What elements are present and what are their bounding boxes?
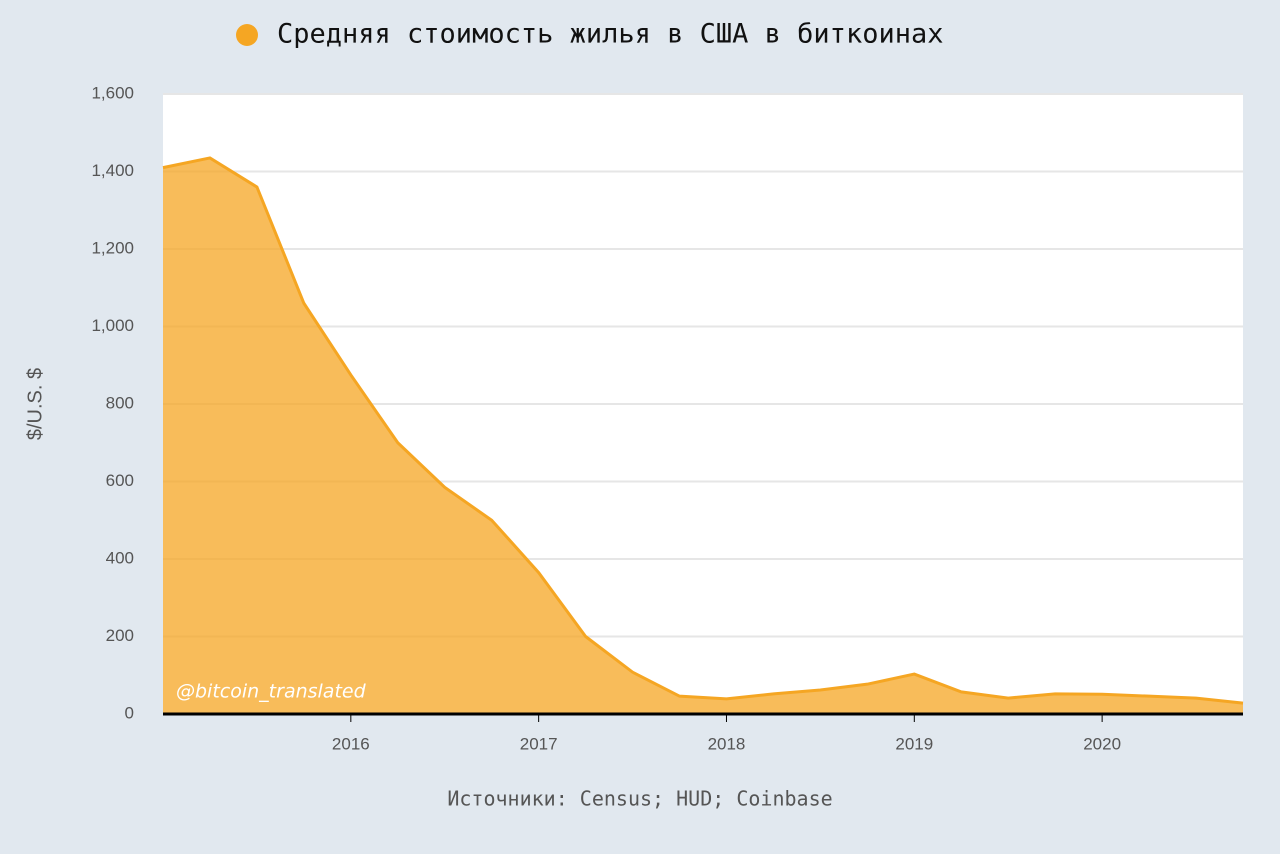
legend-label: Средняя стоимость жилья в США в биткоина…	[277, 19, 943, 50]
legend-marker	[236, 24, 258, 46]
x-tick-label: 2018	[708, 734, 746, 753]
area	[163, 157, 1243, 714]
y-tick-label: 1,600	[91, 83, 134, 102]
y-tick-label: 200	[106, 626, 134, 645]
y-tick-label: 400	[106, 548, 134, 567]
grid: 0 200 400 600 800 1,000 1,200 1,400 1,600 2016 201…	[91, 83, 1243, 753]
y-tick-label: 1,200	[91, 238, 134, 257]
x-tick-label: 2017	[520, 734, 558, 753]
y-axis-label: $/U.S. $	[24, 368, 46, 440]
x-tick-label: 2019	[895, 734, 933, 753]
y-tick-label: 1,000	[91, 316, 134, 335]
x-tick-label: 2016	[332, 734, 370, 753]
area-line	[162, 156, 1244, 705]
marks	[162, 156, 1244, 714]
x-tick-label: 2020	[1083, 734, 1121, 753]
source-note: Источники: Census; HUD; Coinbase	[447, 787, 832, 811]
y-tick-label: 800	[106, 393, 134, 412]
y-tick-label: 600	[106, 471, 134, 490]
y-tick-label: 0	[125, 703, 134, 722]
y-tick-label: 1,400	[91, 161, 134, 180]
watermark: @bitcoin_translated	[176, 681, 367, 703]
